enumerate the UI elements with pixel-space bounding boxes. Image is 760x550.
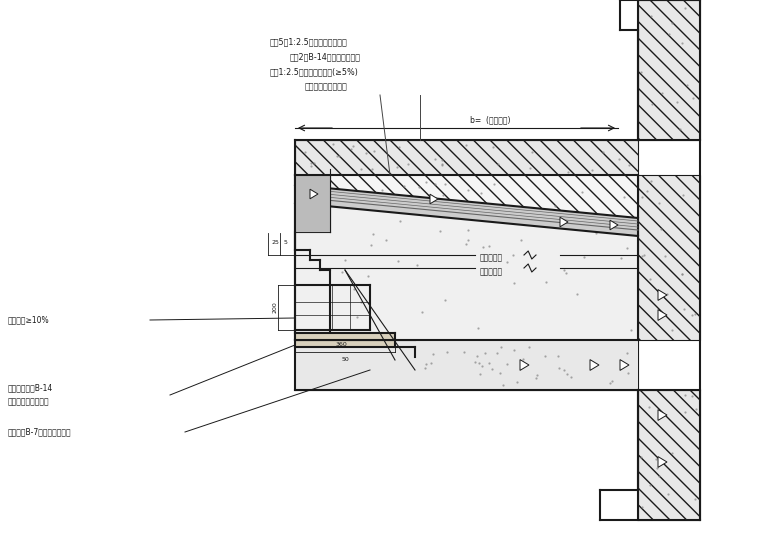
Polygon shape bbox=[560, 217, 568, 227]
Polygon shape bbox=[295, 333, 395, 347]
Text: b=  (按设计定): b= (按设计定) bbox=[470, 115, 510, 124]
Text: 抹灰5厚1:2.5钢网抹砂浆找坡层: 抹灰5厚1:2.5钢网抹砂浆找坡层 bbox=[270, 37, 348, 47]
Polygon shape bbox=[658, 310, 667, 321]
Polygon shape bbox=[638, 175, 700, 340]
Polygon shape bbox=[590, 360, 599, 370]
Polygon shape bbox=[610, 220, 618, 230]
Polygon shape bbox=[658, 410, 667, 420]
Polygon shape bbox=[295, 203, 638, 340]
Polygon shape bbox=[638, 390, 700, 520]
Polygon shape bbox=[620, 360, 629, 370]
Polygon shape bbox=[658, 456, 667, 468]
Text: 窗框清边B-7氯丁胶粘水膜层: 窗框清边B-7氯丁胶粘水膜层 bbox=[8, 427, 71, 437]
Text: 窗框截面形胶B-14: 窗框截面形胶B-14 bbox=[8, 383, 53, 393]
Polygon shape bbox=[310, 189, 318, 199]
Text: 抹灰1:2.5水泥砂浆找坡层(≥5%): 抹灰1:2.5水泥砂浆找坡层(≥5%) bbox=[270, 68, 359, 76]
Text: 25: 25 bbox=[271, 240, 279, 245]
Polygon shape bbox=[638, 0, 700, 140]
Text: 涂刷2遍B-14弹性水膜防水层: 涂刷2遍B-14弹性水膜防水层 bbox=[290, 52, 361, 62]
Polygon shape bbox=[295, 340, 638, 390]
Polygon shape bbox=[430, 194, 438, 204]
Polygon shape bbox=[295, 175, 638, 340]
Polygon shape bbox=[295, 185, 638, 236]
Polygon shape bbox=[295, 340, 638, 390]
Text: 360: 360 bbox=[336, 342, 347, 347]
Text: 200: 200 bbox=[273, 301, 277, 314]
Text: 窗台坡度≥10%: 窗台坡度≥10% bbox=[8, 316, 49, 324]
Text: 钢筋混凝土结构楼板: 钢筋混凝土结构楼板 bbox=[305, 82, 348, 91]
Polygon shape bbox=[658, 290, 667, 300]
Polygon shape bbox=[295, 140, 638, 175]
Text: 50: 50 bbox=[341, 357, 349, 362]
Polygon shape bbox=[295, 175, 330, 232]
Polygon shape bbox=[520, 360, 529, 370]
Text: 弹性水泥砂浆防水层: 弹性水泥砂浆防水层 bbox=[8, 398, 49, 406]
Text: 结构完成面: 结构完成面 bbox=[480, 267, 503, 277]
Text: 5: 5 bbox=[283, 240, 287, 245]
Text: 建筑完成面: 建筑完成面 bbox=[480, 254, 503, 262]
